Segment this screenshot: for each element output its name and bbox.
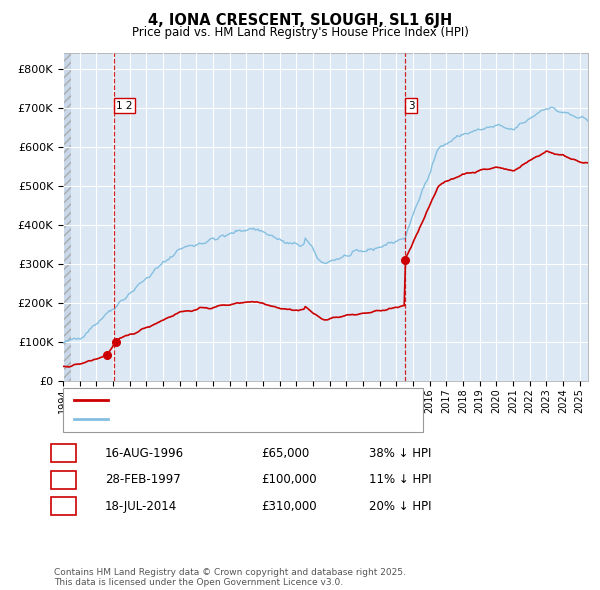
Text: 28-FEB-1997: 28-FEB-1997	[105, 473, 181, 486]
Text: 16-AUG-1996: 16-AUG-1996	[105, 447, 184, 460]
Text: £65,000: £65,000	[261, 447, 309, 460]
Text: 38% ↓ HPI: 38% ↓ HPI	[369, 447, 431, 460]
Text: 1: 1	[60, 447, 67, 460]
Text: 2: 2	[60, 473, 67, 486]
Text: 4, IONA CRESCENT, SLOUGH, SL1 6JH (detached house): 4, IONA CRESCENT, SLOUGH, SL1 6JH (detac…	[117, 395, 407, 405]
Text: HPI: Average price, detached house, Slough: HPI: Average price, detached house, Slou…	[117, 415, 346, 424]
Text: 3: 3	[60, 500, 67, 513]
Bar	[63, 53, 71, 381]
Text: 3: 3	[408, 100, 415, 110]
Text: 18-JUL-2014: 18-JUL-2014	[105, 500, 177, 513]
Text: 20% ↓ HPI: 20% ↓ HPI	[369, 500, 431, 513]
Text: Contains HM Land Registry data © Crown copyright and database right 2025.
This d: Contains HM Land Registry data © Crown c…	[54, 568, 406, 587]
Text: £100,000: £100,000	[261, 473, 317, 486]
Text: 11% ↓ HPI: 11% ↓ HPI	[369, 473, 431, 486]
Text: 1 2: 1 2	[116, 100, 133, 110]
Text: 4, IONA CRESCENT, SLOUGH, SL1 6JH: 4, IONA CRESCENT, SLOUGH, SL1 6JH	[148, 13, 452, 28]
Text: £310,000: £310,000	[261, 500, 317, 513]
Text: Price paid vs. HM Land Registry's House Price Index (HPI): Price paid vs. HM Land Registry's House …	[131, 26, 469, 39]
